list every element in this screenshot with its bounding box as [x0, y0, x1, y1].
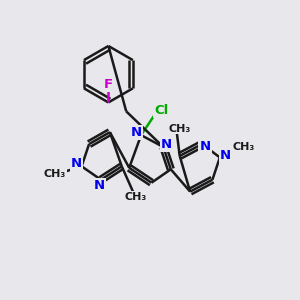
Text: N: N [161, 138, 172, 151]
Text: CH₃: CH₃ [232, 142, 255, 152]
Text: CH₃: CH₃ [124, 192, 146, 202]
Text: Cl: Cl [154, 104, 168, 117]
Text: N: N [220, 149, 231, 162]
Text: N: N [71, 158, 82, 170]
Text: F: F [104, 78, 113, 91]
Text: CH₃: CH₃ [168, 124, 190, 134]
Text: N: N [131, 126, 142, 139]
Text: N: N [94, 178, 105, 192]
Text: CH₃: CH₃ [44, 169, 66, 179]
Text: N: N [200, 140, 211, 153]
